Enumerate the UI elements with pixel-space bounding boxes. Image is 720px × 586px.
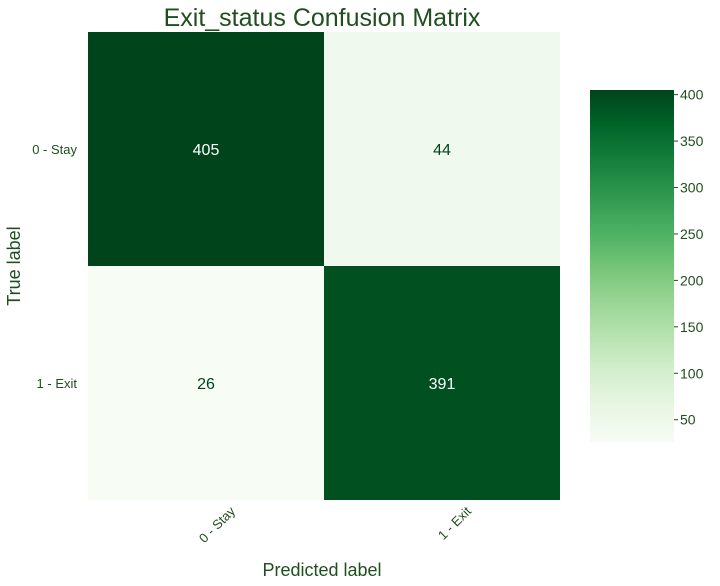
- colorbar-tick-label: 200: [680, 272, 704, 288]
- heatmap-cells: [88, 32, 560, 500]
- heatmap-cell: [324, 266, 560, 500]
- heatmap-cell-value: 44: [433, 142, 451, 159]
- x-tick-label: 0 - Stay: [196, 503, 239, 546]
- colorbar-tick-label: 250: [680, 226, 704, 242]
- colorbar-tick-label: 100: [680, 365, 704, 381]
- x-axis-label: Predicted label: [262, 560, 381, 580]
- heatmap-cell: [88, 266, 324, 500]
- heatmap-cell: [324, 32, 560, 266]
- heatmap-cell: [88, 32, 324, 266]
- colorbar-tick-label: 300: [680, 180, 704, 196]
- colorbar-tick-label: 50: [680, 412, 696, 428]
- heatmap-cell-value: 405: [193, 142, 220, 159]
- y-axis-label: True label: [4, 226, 24, 305]
- heatmap-cell-value: 26: [197, 376, 215, 393]
- heatmap-cell-value: 391: [429, 376, 456, 393]
- y-axis-ticks: 0 - Stay 1 - Exit: [32, 142, 77, 391]
- y-tick-label: 1 - Exit: [37, 376, 78, 391]
- x-tick-label: 1 - Exit: [435, 503, 474, 542]
- colorbar-tick-label: 350: [680, 133, 704, 149]
- colorbar-tick-label: 150: [680, 319, 704, 335]
- y-tick-label: 0 - Stay: [32, 142, 77, 157]
- chart-title: Exit_status Confusion Matrix: [164, 4, 481, 32]
- colorbar-ticks: 50 100 150 200 250 300 350 400: [674, 87, 704, 428]
- x-axis-ticks: 0 - Stay 1 - Exit: [196, 503, 475, 546]
- heatmap-cell-values: 405 44 26 391: [193, 142, 456, 393]
- colorbar: [590, 90, 674, 442]
- colorbar-tick-label: 400: [680, 87, 704, 103]
